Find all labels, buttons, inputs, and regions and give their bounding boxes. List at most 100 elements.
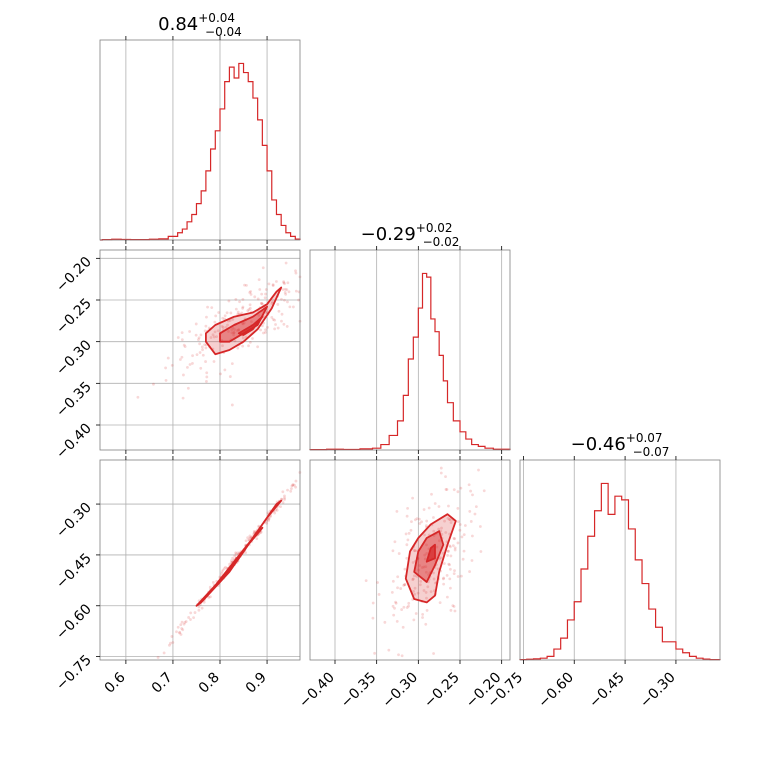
grid-row3-col3	[522, 460, 677, 660]
scatter-point	[248, 534, 252, 538]
scatter-point	[230, 328, 234, 332]
scatter-point	[267, 282, 271, 286]
scatter-point	[208, 585, 212, 589]
scatter-point	[404, 532, 408, 536]
scatter-point	[189, 618, 192, 621]
scatter-point	[406, 538, 410, 542]
scatter-point	[442, 562, 446, 565]
scatter-point	[244, 335, 248, 339]
scatter-point	[220, 324, 224, 328]
scatter-point	[442, 582, 446, 586]
scatter-point	[448, 563, 451, 567]
scatter-point	[460, 574, 463, 578]
scatter-point	[423, 533, 426, 537]
scatter-point	[444, 488, 448, 491]
scatter-point	[236, 310, 240, 314]
scatter-point	[294, 479, 298, 483]
scatter-point	[216, 329, 220, 333]
scatter-point	[291, 305, 295, 309]
scatter-point	[285, 288, 289, 291]
scatter-point	[290, 484, 294, 488]
ytick-label: −0.30	[53, 500, 95, 542]
scatter-point	[198, 351, 202, 354]
frame-row2-col2	[309, 249, 511, 451]
scatter-point	[407, 601, 411, 605]
scatter-point	[281, 288, 285, 291]
scatter-point	[200, 606, 204, 610]
ytick-label: −0.45	[53, 550, 95, 592]
scatter-point	[373, 651, 377, 655]
scatter-point	[247, 538, 251, 542]
panel-row2-col1: −0.20−0.25−0.30−0.35−0.40	[53, 246, 302, 462]
scatter-point	[400, 608, 404, 611]
scatter-point	[180, 338, 184, 342]
scatter-point	[289, 487, 293, 490]
scatter-point	[287, 290, 291, 294]
title-3-minus: −0.07	[633, 445, 670, 459]
scatter-point	[187, 616, 191, 619]
scatter-point	[482, 489, 486, 493]
scatter-point	[282, 280, 286, 284]
scatter-point	[407, 531, 411, 535]
scatter-point	[371, 601, 375, 605]
ytick-label: −0.30	[53, 337, 95, 379]
xtick-label: −0.35	[338, 670, 380, 712]
scatter-point	[224, 325, 228, 329]
scatter-point	[406, 506, 409, 510]
scatter-point	[418, 522, 422, 525]
scatter-point	[284, 261, 288, 265]
scatter-point	[223, 567, 226, 570]
scatter-point	[213, 330, 217, 334]
scatter-point	[445, 595, 449, 599]
scatter-point	[390, 590, 394, 594]
scatter-point	[402, 605, 406, 609]
contour-level-3	[425, 543, 436, 563]
scatter-point	[397, 653, 400, 657]
scatter-point	[402, 583, 406, 587]
scatter-point	[199, 333, 203, 337]
scatter-point	[188, 330, 192, 333]
scatter-point	[439, 556, 443, 560]
scatter-point	[463, 524, 467, 527]
scatter-point	[270, 302, 274, 305]
scatter-point	[453, 609, 457, 613]
scatter-point	[395, 619, 399, 623]
title-1-plus: +0.04	[198, 11, 235, 25]
scatter-point	[439, 471, 443, 475]
scatter-point	[251, 337, 254, 340]
xtick-label: 0.9	[243, 670, 270, 697]
scatter-point	[265, 521, 269, 525]
scatter-point	[453, 546, 457, 550]
scatter-point	[425, 543, 428, 547]
scatter-point	[276, 326, 280, 330]
scatter-point	[283, 496, 286, 500]
frame-row2-col1	[99, 249, 301, 451]
frame-row3-col3	[519, 459, 721, 661]
scatter-point	[205, 315, 208, 319]
scatter-point	[261, 266, 265, 270]
scatter-point	[262, 331, 265, 335]
panel-row3-col3: −0.75 −0.60 −0.45 −0.30	[485, 456, 721, 711]
scatter-point	[414, 518, 417, 522]
histogram-step-row3-col3	[519, 482, 721, 661]
scatter-point	[264, 330, 267, 334]
scatter-point	[409, 528, 413, 532]
scatter-point	[241, 297, 245, 301]
scatter-point	[452, 537, 456, 540]
scatter-point	[258, 288, 262, 291]
scatter-point	[250, 320, 253, 324]
xtick-label: −0.30	[380, 670, 422, 712]
scatter-point	[424, 591, 428, 594]
title-param-2: −0.29+0.02 −0.02	[361, 221, 460, 249]
scatter-point	[227, 330, 230, 333]
scatter-point	[283, 298, 286, 302]
scatter-point	[452, 572, 456, 576]
scatter-point	[227, 299, 231, 303]
scatter-point	[394, 600, 397, 604]
scatter-point	[257, 314, 261, 317]
scatter-point	[271, 318, 275, 321]
scatter-point	[403, 583, 407, 586]
scatter-point	[446, 549, 450, 553]
scatter-point	[459, 486, 463, 490]
